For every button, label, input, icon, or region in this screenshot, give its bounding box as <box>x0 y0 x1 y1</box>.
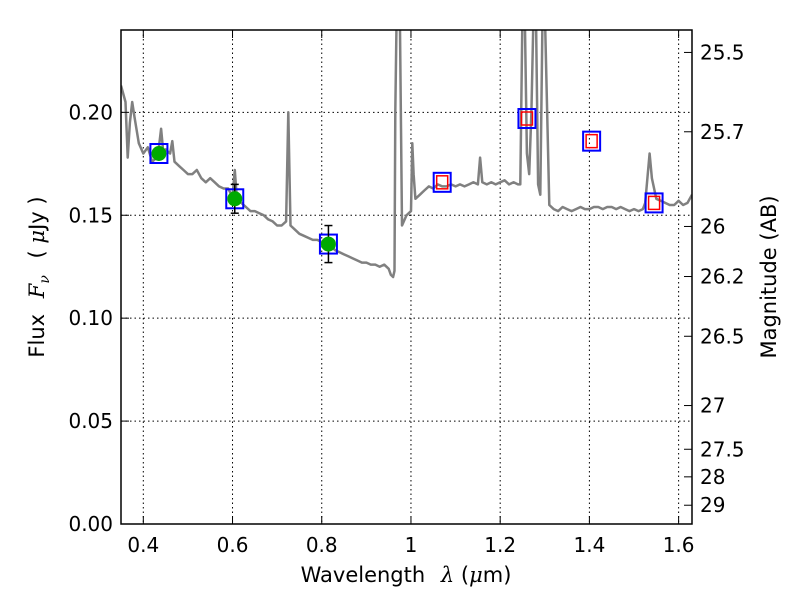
y-axis-title: Flux Fν ( μJy ) <box>25 196 54 357</box>
observed-point-1 <box>227 191 243 207</box>
x-tick-label-1: 0.6 <box>217 533 249 557</box>
mag-tick-label-6: 27.5 <box>700 437 745 461</box>
y-tick-label-2: 0.10 <box>68 306 113 330</box>
y-tick-label-3: 0.15 <box>68 203 113 227</box>
upper-limit-marker-0 <box>435 175 449 190</box>
mag-tick-label-2: 26 <box>700 214 725 238</box>
model-photometry-box-4 <box>517 108 537 130</box>
x-tick-label-2: 0.8 <box>306 533 338 557</box>
marker-layer <box>149 108 664 264</box>
x-tick-label-5: 1.4 <box>573 533 605 557</box>
model-photometry-box-0 <box>149 143 169 164</box>
y-axis-title-text: Flux <box>25 314 49 358</box>
x-axis-title-unit-rest: m) <box>483 563 512 587</box>
x-axis-title-unit-open: ( <box>461 563 469 587</box>
model-photometry-box-3 <box>432 171 452 193</box>
upper-limit-marker-2 <box>585 133 598 149</box>
grid-layer <box>121 30 692 525</box>
x-tick-label-4: 1.2 <box>484 533 516 557</box>
x-axis-title-text: Wavelength <box>301 563 426 587</box>
model-photometry-box-5 <box>582 130 602 152</box>
mag-tick-label-1: 25.7 <box>700 120 745 144</box>
x-tick-label-3: 1 <box>405 533 418 557</box>
spectrum-line <box>121 30 692 279</box>
y-axis-title-mu: μ <box>25 230 49 244</box>
y-axis-title-unit-open: ( <box>25 244 49 259</box>
x-axis-title: Wavelength λ (μm) <box>301 563 512 587</box>
y-tick-label-1: 0.05 <box>68 409 113 433</box>
observed-point-0 <box>151 146 167 161</box>
y2-axis-title: Magnitude (AB) <box>757 195 781 358</box>
mag-tick-label-5: 27 <box>700 394 725 418</box>
mag-tick-label-3: 26.2 <box>700 265 745 289</box>
plot-frame <box>120 29 693 525</box>
x-axis-title-mu: μ <box>469 563 483 587</box>
upper-limit-marker-1 <box>520 111 534 126</box>
mag-tick-label-4: 26.5 <box>700 324 745 348</box>
axis-layer: 0.4 0.6 0.8 1 1.2 1.4 1.6 0.00 0.05 0.10 0.15 0.20 2… <box>68 29 745 557</box>
y-axis-title-f: F <box>25 282 49 299</box>
mag-tick-label-8: 29 <box>700 493 725 517</box>
y-tick-label-4: 0.20 <box>68 100 113 124</box>
mag-tick-label-7: 28 <box>700 465 725 489</box>
mag-tick-label-0: 25.5 <box>700 40 745 64</box>
observed-point-2 <box>320 236 336 252</box>
model-photometry-box-6 <box>644 192 664 214</box>
spectrum-layer <box>121 30 692 279</box>
x-tick-label-6: 1.6 <box>663 533 695 557</box>
x-tick-label-0: 0.4 <box>127 533 159 557</box>
y-tick-label-0: 0.00 <box>68 512 113 536</box>
y-axis-title-unit-rest: Jy ) <box>25 196 49 232</box>
upper-limit-marker-3 <box>647 195 661 211</box>
y-axis-title-nu: ν <box>37 275 53 284</box>
x-axis-title-lambda: λ <box>440 563 454 587</box>
